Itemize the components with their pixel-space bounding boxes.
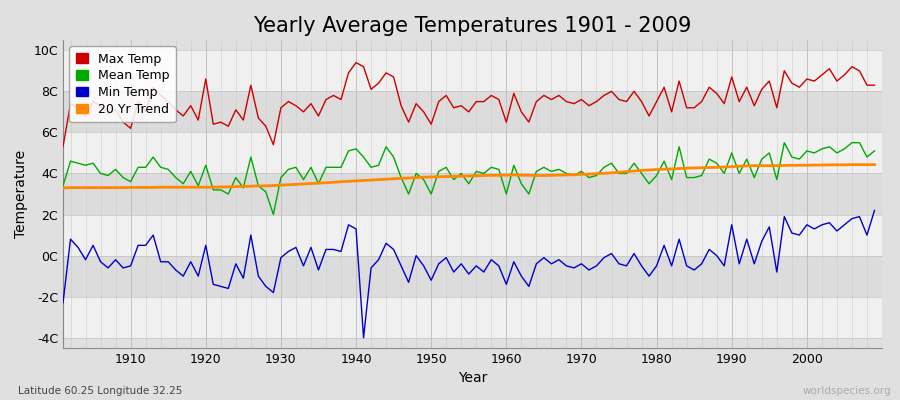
Bar	[63, 91, 882, 132]
Bar	[63, 214, 882, 256]
Bar	[63, 256, 882, 297]
Bar	[63, 297, 882, 338]
Legend: Max Temp, Mean Temp, Min Temp, 20 Yr Trend: Max Temp, Mean Temp, Min Temp, 20 Yr Tre…	[69, 46, 176, 122]
Bar	[63, 174, 882, 214]
Y-axis label: Temperature: Temperature	[14, 150, 28, 238]
Text: Latitude 60.25 Longitude 32.25: Latitude 60.25 Longitude 32.25	[18, 386, 183, 396]
Title: Yearly Average Temperatures 1901 - 2009: Yearly Average Temperatures 1901 - 2009	[253, 16, 692, 36]
Bar	[63, 50, 882, 91]
Text: worldspecies.org: worldspecies.org	[803, 386, 891, 396]
Bar	[63, 132, 882, 174]
X-axis label: Year: Year	[458, 372, 487, 386]
